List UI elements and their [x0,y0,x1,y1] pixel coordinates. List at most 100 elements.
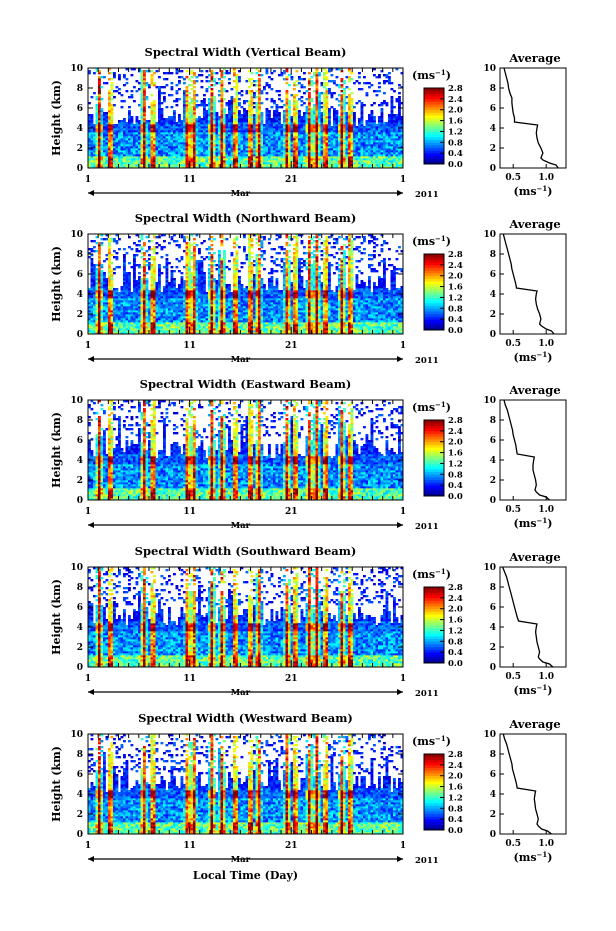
heatmap-cell [293,118,296,120]
heatmap-cell [153,162,156,164]
heatmap-cell [356,102,359,104]
heatmap-cell [108,130,111,132]
heatmap-cell [348,138,351,140]
heatmap-cell [151,76,154,78]
heatmap-cell [326,78,329,80]
heatmap-cell [306,120,309,122]
heatmap-cell [143,98,146,100]
heatmap-cell [256,72,259,74]
heatmap-cell [208,160,211,162]
heatmap-cell [191,98,194,100]
heatmap-cell [216,146,219,148]
heatmap-cell [158,152,161,154]
heatmap-cell [261,102,264,104]
heatmap-cell [153,140,156,142]
heatmap-cell [198,148,201,150]
heatmap-cell [226,154,229,156]
heatmap-cell [288,146,291,148]
heatmap-cell [216,82,219,84]
heatmap-cell [216,122,219,124]
heatmap-cell [346,120,349,122]
heatmap-cell [186,94,189,96]
heatmap-cell [186,132,189,134]
heatmap-cell [226,150,229,152]
heatmap-cell [251,140,254,142]
heatmap-cell [101,290,104,292]
heatmap-cell [96,140,99,142]
heatmap-cell [293,124,296,126]
heatmap-cell [168,160,171,162]
heatmap-cell [351,156,354,158]
heatmap-cell [348,118,351,120]
heatmap-cell [133,148,136,150]
heatmap-cell [233,144,236,146]
heatmap-cell [111,278,114,280]
heatmap-cell [111,290,114,292]
heatmap-cell [116,292,119,294]
heatmap-cell [263,158,266,160]
heatmap-cell [108,104,111,106]
heatmap-cell [396,136,399,138]
heatmap-cell [228,120,231,122]
heatmap-cell [116,136,119,138]
heatmap-cell [171,136,174,138]
heatmap-cell [96,118,99,120]
heatmap-cell [356,134,359,136]
heatmap-cell [263,142,266,144]
heatmap-cell [328,124,331,126]
heatmap-cell [316,100,319,102]
heatmap-cell [316,144,319,146]
heatmap-cell [366,124,369,126]
heatmap-cell [121,154,124,156]
heatmap-cell [96,272,99,274]
heatmap-cell [251,146,254,148]
heatmap-cell [128,110,131,112]
heatmap-cell [113,302,116,304]
heatmap-cell [318,124,321,126]
heatmap-cell [251,104,254,106]
heatmap-cell [196,154,199,156]
heatmap-cell [123,308,126,310]
heatmap-cell [116,326,119,328]
heatmap-cell [321,128,324,130]
heatmap-cell [141,110,144,112]
heatmap-cell [351,148,354,150]
heatmap-cell [333,120,336,122]
colorbar-swatch [424,156,444,159]
heatmap-cell [126,126,129,128]
heatmap-cell [258,138,261,140]
heatmap-cell [93,316,96,318]
heatmap-cell [188,148,191,150]
heatmap-cell [101,134,104,136]
heatmap-cell [96,156,99,158]
heatmap-cell [213,102,216,104]
heatmap-cell [111,310,114,312]
heatmap-cell [126,82,129,84]
heatmap-cell [366,132,369,134]
heatmap-cell [251,124,254,126]
heatmap-cell [173,160,176,162]
heatmap-cell [258,80,261,82]
heatmap-cell [116,152,119,154]
heatmap-cell [288,134,291,136]
heatmap-cell [226,118,229,120]
heatmap-cell [121,140,124,142]
heatmap-cell [171,126,174,128]
heatmap-cell [213,118,216,120]
heatmap-cell [238,104,241,106]
heatmap-cell [233,122,236,124]
heatmap-cell [223,162,226,164]
heatmap-cell [191,112,194,114]
heatmap-cell [371,130,374,132]
heatmap-cell [318,114,321,116]
heatmap-cell [96,104,99,106]
heatmap-cell [233,70,236,72]
heatmap-cell [311,128,314,130]
heatmap-cell [291,138,294,140]
heatmap-cell [398,120,401,122]
heatmap-cell [191,108,194,110]
heatmap-cell [301,86,304,88]
heatmap-cell [343,100,346,102]
heatmap-cell [108,278,111,280]
heatmap-cell [323,152,326,154]
